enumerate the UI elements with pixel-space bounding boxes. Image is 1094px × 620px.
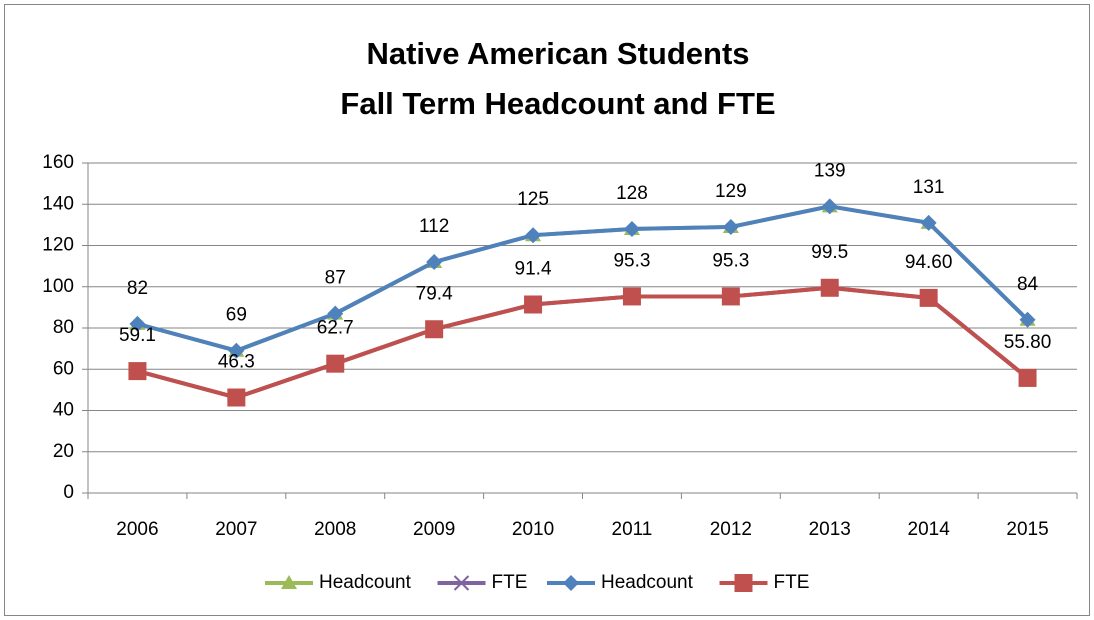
marker	[563, 575, 579, 591]
data-label: 94.60	[905, 252, 953, 273]
series-line	[136, 285, 1029, 400]
x-tick-label: 2014	[908, 519, 951, 540]
y-tick-label: 140	[42, 193, 74, 214]
data-label: 59.1	[119, 325, 156, 346]
x-tick-label: 2013	[809, 519, 851, 540]
marker	[227, 388, 246, 407]
data-label: 128	[616, 183, 648, 204]
marker	[425, 320, 444, 339]
marker	[128, 362, 147, 381]
x-tick-label: 2007	[215, 519, 257, 540]
y-tick-label: 0	[63, 482, 74, 503]
x-tick-label: 2010	[512, 519, 554, 540]
y-tick-label: 100	[42, 276, 74, 297]
marker	[623, 221, 640, 237]
marker	[525, 227, 542, 244]
marker	[326, 354, 345, 373]
data-label: 91.4	[515, 259, 552, 280]
data-label: 79.4	[416, 283, 453, 304]
y-tick-label: 40	[53, 400, 74, 421]
x-tick-label: 2006	[116, 519, 158, 540]
marker	[281, 575, 297, 589]
data-label: 131	[913, 177, 945, 198]
chart-frame	[4, 4, 1090, 616]
marker	[820, 278, 839, 297]
x-tick-label: 2012	[710, 519, 752, 540]
data-label: 99.5	[811, 242, 848, 263]
marker	[426, 254, 443, 270]
marker	[722, 218, 739, 235]
data-label: 87	[325, 268, 346, 289]
marker	[228, 342, 245, 359]
y-tick-label: 20	[53, 441, 74, 462]
legend-label: Headcount	[601, 572, 694, 593]
chart-title: Fall Term Headcount and FTE	[340, 86, 775, 121]
marker	[129, 315, 146, 332]
series-line	[136, 204, 1029, 353]
marker	[453, 575, 470, 591]
marker	[721, 287, 740, 306]
y-tick-label: 160	[42, 152, 74, 173]
y-tick-label: 120	[42, 235, 74, 256]
marker	[1018, 368, 1037, 387]
data-label: 82	[127, 278, 148, 299]
data-label: 112	[419, 216, 449, 237]
y-tick-label: 60	[53, 358, 74, 379]
x-tick-label: 2008	[314, 519, 356, 540]
data-label: 125	[517, 189, 549, 210]
data-label: 95.3	[613, 250, 650, 271]
x-tick-label: 2011	[612, 519, 653, 540]
data-label: 69	[226, 305, 247, 326]
data-label: 84	[1017, 274, 1039, 295]
x-tick-label: 2015	[1006, 519, 1048, 540]
marker	[1019, 311, 1036, 328]
legend-label: FTE	[774, 572, 810, 593]
marker	[524, 295, 543, 314]
marker	[622, 287, 641, 306]
marker	[920, 214, 937, 231]
legend-label: Headcount	[319, 572, 412, 593]
data-label: 95.3	[712, 250, 749, 271]
y-tick-label: 80	[53, 317, 74, 338]
legend-label: FTE	[492, 572, 528, 593]
data-label: 129	[715, 181, 747, 202]
x-tick-label: 2009	[413, 519, 455, 540]
data-label: 62.7	[317, 318, 354, 339]
chart-title: Native American Students	[366, 36, 749, 71]
data-label: 55.80	[1004, 332, 1052, 353]
marker	[919, 288, 938, 307]
data-label: 46.3	[218, 352, 255, 373]
marker	[327, 305, 344, 322]
data-label: 139	[814, 160, 846, 181]
marker	[734, 574, 753, 592]
marker	[821, 198, 838, 215]
